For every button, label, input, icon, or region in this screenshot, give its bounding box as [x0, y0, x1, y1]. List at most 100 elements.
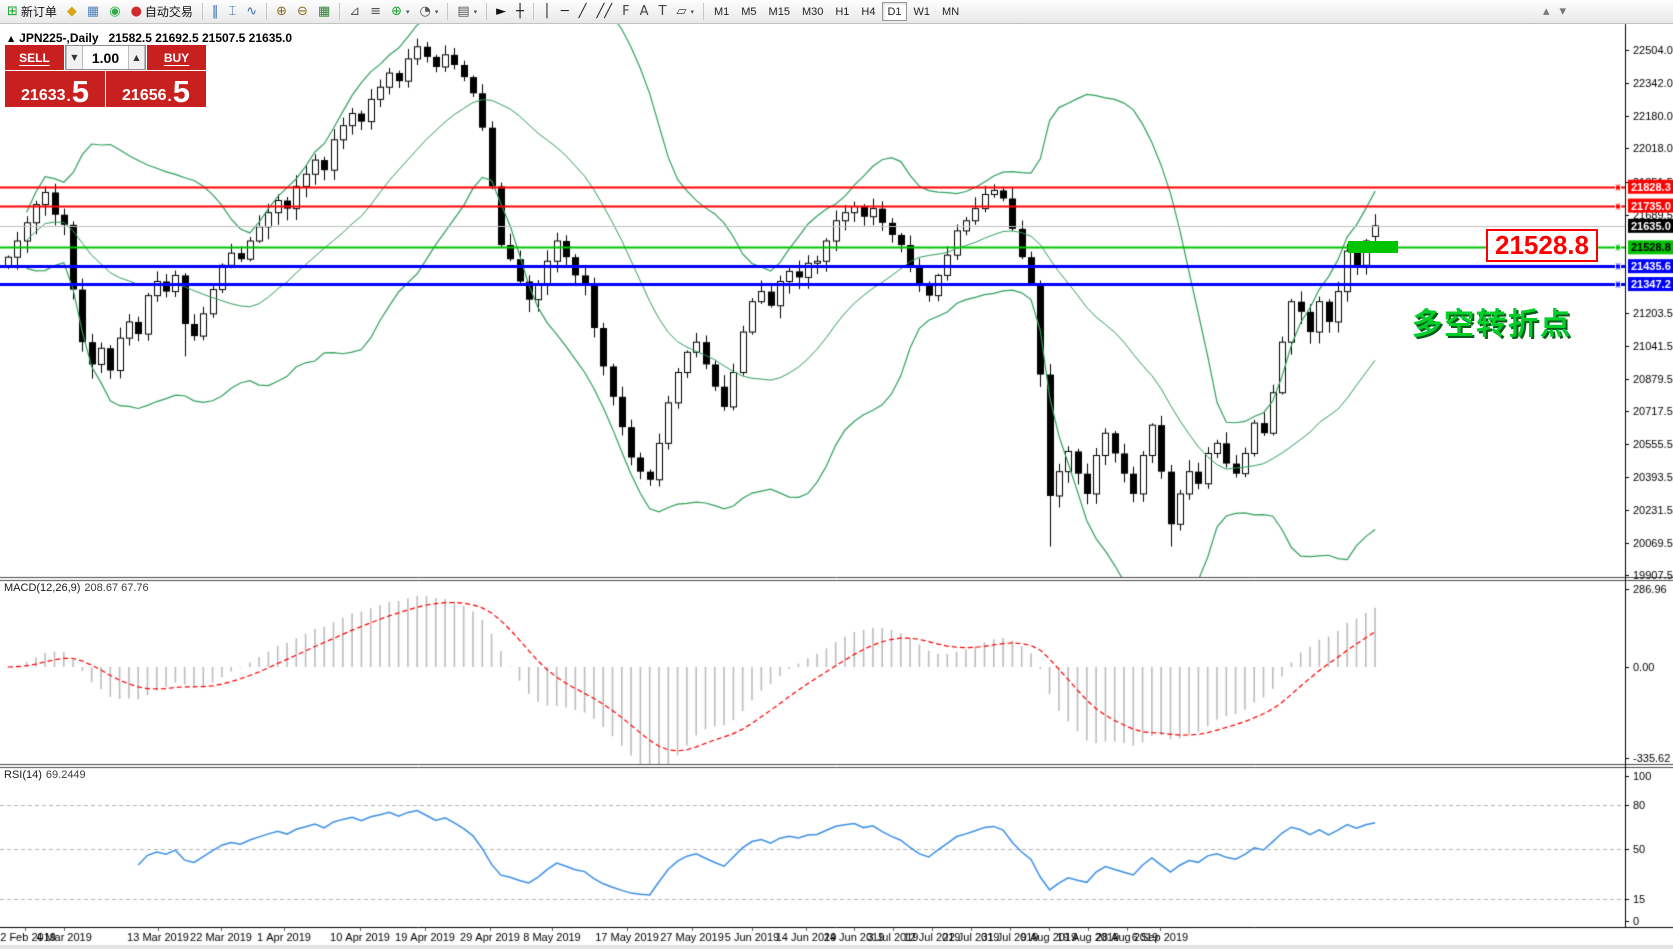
periods-dropdown-icon: ▾: [434, 7, 439, 16]
chart-candles-button[interactable]: ⌶: [223, 2, 241, 22]
timeframe-d1[interactable]: D1: [882, 2, 907, 21]
chart-line-button[interactable]: ∿: [241, 2, 262, 22]
chart-line-icon: ∿: [246, 3, 258, 19]
timeframe-w1[interactable]: W1: [909, 2, 936, 21]
timeframe-mn[interactable]: MN: [937, 2, 964, 21]
trade-panel-top-row: SELL ▼ 1.00 ▲ BUY: [5, 45, 206, 70]
volume-increase-button[interactable]: ▲: [128, 46, 145, 69]
pivot-point-note[interactable]: 多空转折点: [1412, 308, 1572, 341]
text-label-icon: T: [658, 3, 667, 19]
macd-indicator-label: MACD(12,26,9) 208.67 67.76: [4, 582, 149, 594]
toolbar-collapse-button[interactable]: ▴: [1538, 2, 1555, 22]
macd-values: 208.67 67.76: [84, 582, 149, 594]
volume-decrease-button[interactable]: ▼: [66, 46, 83, 69]
chart-bars-icon: ‖: [211, 3, 219, 19]
volume-decrease-icon: ▼: [71, 53, 78, 62]
sell-price-frac: 5: [71, 74, 89, 109]
volume-spinner: ▼ 1.00 ▲: [65, 45, 146, 70]
ohlc-values: 21582.5 21692.5 21507.5 21635.0: [108, 31, 293, 45]
add-indicator-button[interactable]: ⊕ ▾: [386, 2, 414, 22]
toolbar-separator: [532, 3, 534, 20]
cursor-button[interactable]: ►: [491, 2, 511, 22]
text-label-button[interactable]: T: [654, 2, 672, 22]
toolbar: ⊞ 新订单 ◆ ▦ ◉ ● 自动交易 ‖ ⌶ ∿ ⊕ ⊖ ▦ ⊿ ≡ ⊕ ▾ ◔ ▾ ▤ ▾ ► ┼ │ ─ ╱ ╱╱ F A T ▱ ▾ M1…: [0, 0, 1673, 24]
data-window-button[interactable]: ⊿: [344, 2, 365, 22]
templates-dropdown-icon: ▾: [473, 7, 478, 16]
new-order-label: 新订单: [20, 5, 57, 19]
timeframe-m15[interactable]: M15: [764, 2, 795, 21]
shapes-button[interactable]: ▱ ▾: [671, 2, 699, 22]
fibonacci-button[interactable]: F: [617, 2, 634, 22]
add-indicator-dropdown-icon: ▾: [405, 7, 410, 16]
chart-bars-button[interactable]: ‖: [207, 2, 224, 22]
vertical-line-button[interactable]: │: [538, 2, 556, 22]
toolbar-separator: [702, 3, 704, 20]
trend-line-icon: ╱: [578, 3, 587, 19]
zoom-out-icon: ⊖: [297, 3, 308, 19]
toolbar-collapse-icon: ▴: [1542, 3, 1550, 19]
vertical-line-icon: │: [542, 3, 551, 19]
one-click-trading-panel: SELL ▼ 1.00 ▲ BUY 21633. 5 21656. 5: [5, 45, 206, 107]
rsi-name: RSI(14): [4, 769, 42, 781]
navigator-button[interactable]: ≡: [365, 2, 386, 22]
auto-trading-label: 自动交易: [144, 5, 193, 19]
volume-increase-icon: ▲: [133, 53, 140, 62]
toolbar-separator: [339, 3, 341, 20]
timeframe-h4[interactable]: H4: [856, 2, 880, 21]
equidistant-channel-icon: ╱╱: [596, 3, 613, 19]
buy-price[interactable]: 21656. 5: [106, 71, 206, 107]
support-level-price-label[interactable]: 21528.8: [1486, 229, 1598, 262]
auto-trading-button[interactable]: ● 自动交易: [126, 2, 198, 22]
equidistant-channel-button[interactable]: ╱╱: [591, 2, 617, 22]
auto-trading-icon: ●: [130, 3, 142, 19]
zoom-in-button[interactable]: ⊕: [271, 2, 292, 22]
support-zone-marker[interactable]: [1348, 241, 1398, 253]
add-indicator-icon: ⊕: [391, 3, 402, 19]
navigator-icon: ≡: [370, 3, 382, 19]
crosshair-icon: ┼: [516, 3, 524, 19]
text-button[interactable]: A: [635, 2, 654, 22]
sell-price-point: .: [66, 88, 71, 105]
rsi-value: 69.2449: [45, 769, 86, 781]
signals-button[interactable]: ◉: [104, 2, 125, 22]
new-order-icon: ⊞: [7, 3, 18, 19]
buy-price-int: 21656: [122, 87, 167, 104]
toolbar-separator: [201, 3, 203, 20]
crosshair-button[interactable]: ┼: [511, 2, 529, 22]
periods-button[interactable]: ◔ ▾: [414, 2, 443, 22]
sell-price[interactable]: 21633. 5: [5, 71, 105, 107]
rsi-indicator-label: RSI(14) 69.2449: [4, 769, 86, 781]
buy-button[interactable]: BUY: [147, 45, 206, 70]
horizontal-line-button[interactable]: ─: [556, 2, 574, 22]
sell-price-int: 21633: [21, 87, 66, 104]
toolbar-menu-button[interactable]: ▾: [1554, 2, 1571, 22]
zoom-in-icon: ⊕: [276, 3, 288, 19]
templates-button[interactable]: ▤ ▾: [452, 2, 482, 22]
tile-windows-button[interactable]: ▦: [313, 2, 335, 22]
fibonacci-icon: F: [622, 3, 630, 19]
chart-candles-icon: ⌶: [228, 3, 237, 19]
timeframe-m1[interactable]: M1: [709, 2, 734, 21]
buy-price-frac: 5: [172, 74, 190, 109]
toolbar-menu-icon: ▾: [1559, 3, 1566, 19]
timeframe-m30[interactable]: M30: [797, 2, 828, 21]
market-watch-button[interactable]: ▦: [82, 2, 104, 22]
sell-button[interactable]: SELL: [5, 45, 64, 70]
buy-price-point: .: [167, 88, 172, 105]
volume-input[interactable]: 1.00: [91, 49, 120, 66]
new-order-button[interactable]: ⊞ 新订单: [2, 2, 62, 22]
gold-instrument-button[interactable]: ◆: [62, 2, 82, 22]
chart-title: ▲ JPN225-,Daily 21582.5 21692.5 21507.5 21…: [8, 31, 292, 45]
text-icon: A: [639, 3, 649, 19]
symbol-timeframe-label: JPN225-,Daily: [19, 31, 99, 45]
trend-line-button[interactable]: ╱: [574, 2, 592, 22]
periods-icon: ◔: [419, 3, 431, 19]
market-watch-icon: ▦: [86, 3, 100, 19]
timeframe-h1[interactable]: H1: [830, 2, 854, 21]
cursor-icon: ►: [496, 3, 507, 19]
toolbar-separator: [266, 3, 268, 20]
symbol-collapse-icon[interactable]: ▲: [8, 34, 15, 43]
timeframe-m5[interactable]: M5: [736, 2, 761, 21]
zoom-out-button[interactable]: ⊖: [292, 2, 313, 22]
